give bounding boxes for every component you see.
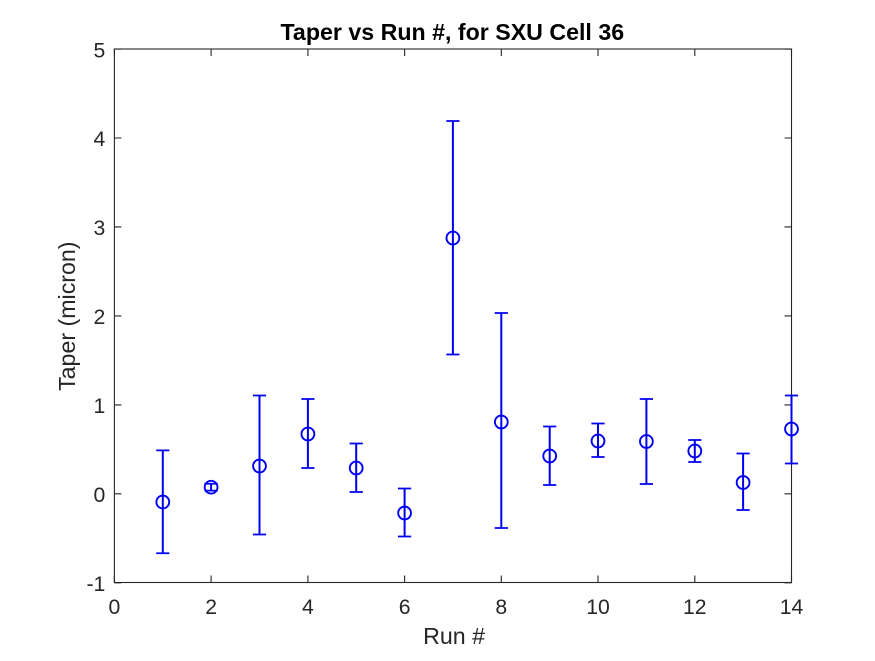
svg-text:14: 14 (780, 596, 804, 619)
svg-text:Taper (micron): Taper (micron) (54, 241, 80, 390)
svg-text:2: 2 (205, 596, 217, 619)
svg-text:3: 3 (94, 217, 106, 240)
svg-text:Taper vs Run #, for SXU Cell 3: Taper vs Run #, for SXU Cell 36 (280, 19, 624, 45)
svg-text:10: 10 (586, 596, 610, 619)
svg-text:1: 1 (94, 395, 106, 418)
svg-text:0: 0 (94, 484, 106, 507)
svg-text:6: 6 (399, 596, 411, 619)
svg-text:Run #: Run # (423, 623, 485, 649)
svg-text:5: 5 (94, 39, 106, 62)
svg-text:0: 0 (109, 596, 121, 619)
svg-text:4: 4 (94, 128, 106, 151)
svg-text:-1: -1 (86, 573, 105, 596)
svg-text:2: 2 (94, 306, 106, 329)
svg-text:8: 8 (495, 596, 507, 619)
svg-text:4: 4 (302, 596, 314, 619)
svg-text:12: 12 (683, 596, 707, 619)
